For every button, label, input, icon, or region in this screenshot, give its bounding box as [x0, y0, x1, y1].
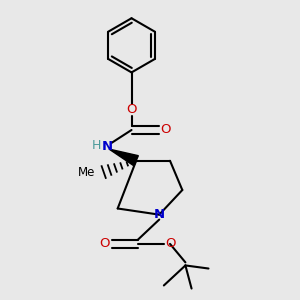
Text: H: H [92, 139, 101, 152]
Text: O: O [126, 103, 137, 116]
Text: O: O [160, 124, 171, 136]
Text: Me: Me [78, 166, 95, 179]
Text: N: N [101, 140, 112, 153]
Text: O: O [165, 237, 175, 250]
Text: N: N [154, 208, 165, 221]
Polygon shape [109, 149, 138, 166]
Text: O: O [100, 237, 110, 250]
